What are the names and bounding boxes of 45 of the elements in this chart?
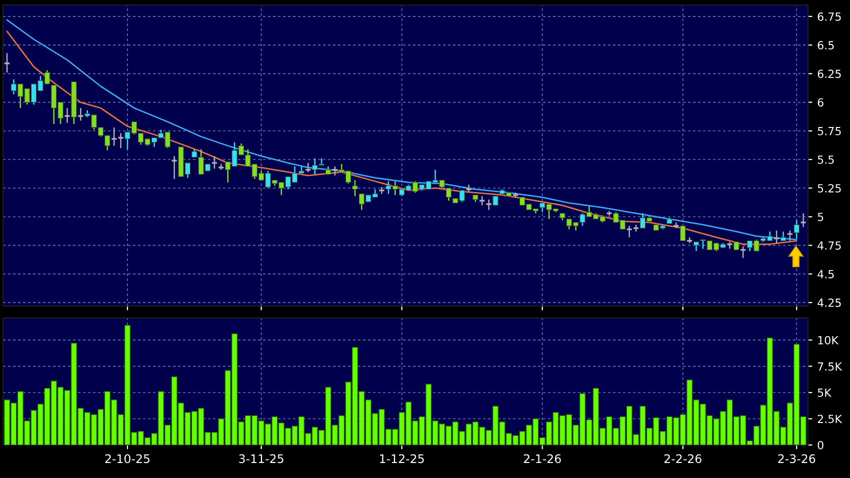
y-tick-label: 4.25 [818, 298, 841, 307]
candlestick [740, 246, 746, 259]
candlestick [478, 196, 486, 206]
candlestick [352, 179, 358, 197]
candlestick [726, 241, 734, 250]
candlestick [786, 230, 794, 242]
candlestick [446, 187, 452, 202]
y-tick-label: 6.75 [818, 12, 841, 21]
candlestick [4, 52, 10, 74]
y-tick-label: 10K [818, 336, 839, 344]
candlestick [64, 107, 71, 124]
x-tick-label: 2-2-26 [664, 454, 702, 464]
candlestick [485, 198, 492, 210]
candlestick [378, 186, 386, 194]
candlestick [492, 196, 498, 206]
candlestick [77, 107, 84, 122]
candlestick [794, 220, 800, 240]
candlestick [304, 162, 312, 173]
candlestick [465, 184, 472, 192]
y-tick-label: 5.75 [818, 127, 841, 136]
y-tick-label: 6.25 [818, 70, 841, 78]
y-tick-label: 5.25 [818, 184, 841, 192]
y-tick-label: 5 [818, 212, 824, 222]
candlestick [680, 225, 686, 242]
x-tick-label: 3-11-25 [239, 454, 284, 464]
x-tick-label: 2-10-25 [105, 454, 150, 464]
y-tick-label: 7.5K [818, 362, 842, 371]
y-tick-label: 4.5 [818, 270, 834, 278]
y-tick-label: 2.5K [818, 414, 842, 424]
y-tick-label: 5K [818, 388, 832, 397]
candlestick [170, 155, 178, 180]
candlestick [773, 230, 780, 244]
x-tick-label: 2-1-26 [524, 454, 561, 464]
candlestick [332, 166, 338, 176]
candlestick [693, 241, 700, 252]
y-tick-label: 6 [818, 98, 824, 107]
candlestick [211, 155, 218, 170]
y-tick-label: 6.5 [818, 41, 834, 50]
x-tick-label: 2-3-26 [778, 454, 816, 464]
y-tick-label: 4.75 [818, 241, 841, 250]
x-tick-label: 1-12-25 [380, 454, 424, 464]
candlestick [800, 212, 807, 228]
candlestick [780, 230, 786, 242]
y-tick-label: 0 [818, 440, 824, 450]
y-tick-label: 5.5 [818, 156, 834, 164]
